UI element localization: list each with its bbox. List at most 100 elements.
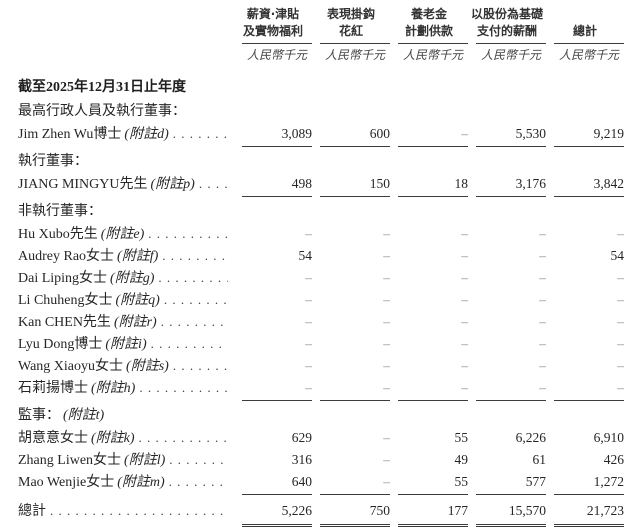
value-cell: 15,570 — [468, 499, 546, 527]
value-cell: 5,226 — [234, 499, 312, 527]
value-text: – — [305, 292, 312, 307]
row-label: 胡意意女士 (附註k) — [18, 427, 234, 450]
column-unit-label: 人民幣千元 — [246, 48, 307, 62]
column-header-line1: 以股份為基礎 — [470, 7, 543, 21]
value-cell: – — [234, 267, 312, 290]
column-unit-label: 人民幣千元 — [402, 48, 463, 62]
dot-leader — [151, 333, 228, 356]
note-ref: (附註g) — [110, 271, 155, 286]
note-ref: (附註m) — [117, 475, 165, 490]
value-text: – — [398, 377, 468, 401]
value-text: – — [461, 336, 468, 351]
value-cell: 21,723 — [546, 499, 624, 527]
column-header-line2: 及實物福利 — [242, 24, 303, 38]
value-text: 177 — [398, 499, 468, 527]
value-text: 5,530 — [476, 123, 546, 147]
note-ref: (附註r) — [113, 315, 157, 330]
section-label: 最高行政人員及執行董事： — [18, 104, 186, 119]
value-cell: – — [468, 377, 546, 401]
value-text: 6,226 — [515, 430, 546, 445]
value-cell: – — [312, 471, 390, 495]
value-cell: 1,272 — [546, 471, 624, 495]
column-unit-label: 人民幣千元 — [324, 48, 385, 62]
note-ref: (附註k) — [91, 431, 135, 446]
value-text: – — [539, 226, 546, 241]
value-cell: 3,842 — [546, 173, 624, 197]
dot-leader — [139, 377, 228, 400]
column-header-line1: 表現掛鈎 — [326, 7, 375, 21]
dot-leader — [199, 173, 228, 196]
value-text: – — [383, 292, 390, 307]
value-text: 61 — [532, 452, 547, 467]
table-row: Kan CHEN先生 (附註r) – – – – – — [18, 311, 624, 333]
person-name: JIANG MINGYU先生 — [18, 177, 148, 192]
value-text: – — [539, 336, 546, 351]
table-row: 胡意意女士 (附註k) 629 – 55 6,226 6,910 — [18, 427, 624, 449]
value-cell: – — [390, 355, 468, 378]
value-cell: – — [312, 449, 390, 472]
column-unit-label: 人民幣千元 — [480, 48, 541, 62]
section-label: 執行董事： — [18, 154, 88, 169]
value-text: – — [383, 430, 390, 445]
section-label-wrap: 最高行政人員及執行董事： — [18, 101, 624, 123]
column-header-rule — [476, 43, 546, 44]
person-name: Dai Liping女士 — [18, 271, 108, 286]
value-cell: – — [468, 223, 546, 246]
value-cell: – — [390, 377, 468, 401]
row-label: Lyu Dong博士 (附註i) — [18, 333, 234, 356]
row-label: Li Chuheng女士 (附註q) — [18, 289, 234, 312]
column-header: 表現掛鈎 花紅 人民幣千元 — [312, 6, 390, 63]
row-label: Jim Zhen Wu博士 (附註d) — [18, 123, 234, 146]
row-label: 總計 — [18, 499, 234, 524]
value-text: – — [305, 336, 312, 351]
value-text: 629 — [291, 430, 312, 445]
value-cell: 9,219 — [546, 123, 624, 147]
column-header: 以股份為基礎 支付的薪酬 人民幣千元 — [468, 6, 546, 63]
value-text: – — [617, 358, 624, 373]
dot-leader — [173, 355, 228, 378]
value-text: 18 — [398, 173, 468, 197]
value-cell: – — [390, 311, 468, 334]
note-ref: (附註d) — [124, 127, 169, 142]
value-text: – — [305, 358, 312, 373]
value-text: 498 — [242, 173, 312, 197]
person-name: 石莉揚博士 — [18, 381, 88, 396]
value-text: – — [461, 248, 468, 263]
value-cell: 61 — [468, 449, 547, 472]
dot-leader — [158, 267, 228, 290]
section-label-wrap: 非執行董事： — [18, 201, 624, 223]
period-heading: 截至2025年12月31日止年度 — [18, 80, 186, 95]
value-text: – — [383, 358, 390, 373]
value-cell: 55 — [390, 427, 469, 450]
value-text: – — [539, 358, 546, 373]
value-cell: 54 — [234, 245, 313, 268]
value-cell: – — [312, 311, 390, 334]
value-text: 21,723 — [554, 499, 624, 527]
value-cell: – — [312, 333, 390, 356]
value-cell: 629 — [234, 427, 312, 450]
column-header-line2: 總計 — [572, 24, 597, 38]
value-cell: – — [468, 355, 546, 378]
row-label: Mao Wenjie女士 (附註m) — [18, 471, 234, 494]
column-header-line2: 支付的薪酬 — [476, 24, 537, 38]
value-text: – — [617, 270, 624, 285]
value-text: 1,272 — [554, 471, 624, 495]
table-row: Wang Xiaoyu女士 (附註s) – – – – – — [18, 355, 624, 377]
row-label: JIANG MINGYU先生 (附註p) — [18, 173, 234, 196]
note-ref: (附註f) — [117, 249, 159, 264]
section-row: 最高行政人員及執行董事： — [18, 101, 624, 123]
value-text: 316 — [291, 452, 312, 467]
value-cell: – — [546, 355, 624, 378]
value-text: 750 — [320, 499, 390, 527]
table-body: 最高行政人員及執行董事： Jim Zhen Wu博士 (附註d) 3,089 60… — [18, 101, 624, 527]
table-row: Li Chuheng女士 (附註q) – – – – – — [18, 289, 624, 311]
value-cell: 5,530 — [468, 123, 546, 147]
value-text: 3,089 — [242, 123, 312, 147]
value-cell: – — [546, 223, 624, 246]
value-cell: – — [390, 333, 468, 356]
dot-leader — [164, 289, 228, 312]
value-cell: – — [390, 123, 468, 147]
table-row: 石莉揚博士 (附註h) ––––– — [18, 377, 624, 401]
value-text: – — [539, 270, 546, 285]
